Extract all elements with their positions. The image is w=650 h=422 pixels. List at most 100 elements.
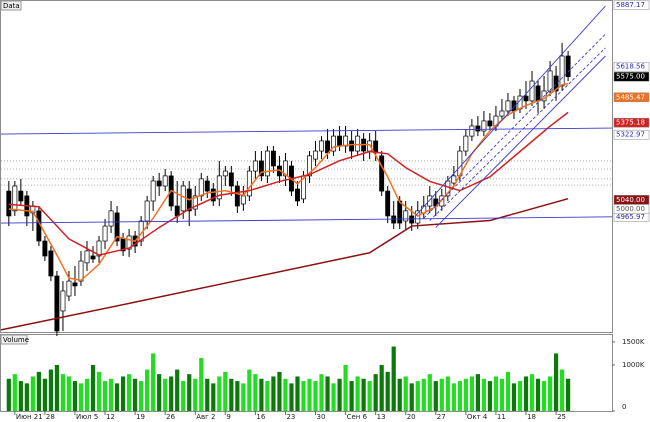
volume-bar <box>223 371 228 411</box>
candle-body <box>397 200 403 224</box>
candle-body <box>54 275 60 332</box>
volume-bar <box>169 376 174 411</box>
candle-body <box>102 225 108 242</box>
candle-body <box>114 212 120 242</box>
candle-body <box>319 140 324 152</box>
volume-bar <box>463 378 468 411</box>
candle-body <box>222 170 228 177</box>
volume-bar <box>259 378 264 411</box>
candle-body <box>385 190 391 217</box>
volume-tick-label: 1000K <box>622 361 645 369</box>
candle-body <box>355 135 361 152</box>
candle-body <box>553 75 559 92</box>
x-tick-label: 12 <box>106 413 115 421</box>
overlay-line <box>429 47 606 221</box>
volume-bar <box>90 364 96 411</box>
volume-bar <box>367 381 372 411</box>
volume-bar <box>42 378 48 411</box>
volume-bar <box>397 378 402 411</box>
volume-panel <box>0 334 613 412</box>
volume-bar <box>433 381 438 411</box>
volume-bar <box>133 378 138 411</box>
candle-body <box>349 140 355 152</box>
x-tick-label: 23 <box>286 413 295 421</box>
volume-tick-label: 1500K <box>622 338 645 346</box>
volume-bar <box>102 381 108 411</box>
candle-body <box>313 150 318 160</box>
candle-body <box>90 255 96 260</box>
volume-bar <box>487 381 493 411</box>
price-marker <box>613 129 650 140</box>
candle-body <box>535 85 541 102</box>
candle-body <box>565 55 571 78</box>
volume-bar <box>439 378 444 411</box>
volume-bar <box>565 378 571 411</box>
volume-bar <box>151 353 156 411</box>
x-tick-label: Июн 21 <box>16 413 43 421</box>
overlay-line <box>435 55 606 228</box>
volume-bar <box>72 381 78 411</box>
volume-bar <box>217 376 222 411</box>
volume-bar <box>559 369 565 411</box>
volume-bar <box>415 381 420 411</box>
candle-body <box>547 70 553 92</box>
volume-bar <box>553 353 559 411</box>
candle-body <box>162 175 168 187</box>
volume-bar <box>547 376 553 411</box>
price-marker-label: 5000.00 <box>616 205 645 213</box>
volume-bar <box>114 383 120 411</box>
volume-bar <box>391 346 396 411</box>
price-marker <box>613 0 650 10</box>
volume-bar <box>307 378 312 411</box>
volume-bar <box>84 378 90 411</box>
candle-body <box>523 95 529 102</box>
x-tick-label: 30 <box>317 413 326 421</box>
x-tick-label: 25 <box>557 413 566 421</box>
volume-bar <box>199 358 204 411</box>
volume-bar <box>36 371 41 411</box>
x-tick-label: 18 <box>527 413 536 421</box>
candle-body <box>409 215 415 224</box>
candle-body <box>156 180 162 187</box>
candle-body <box>258 160 264 177</box>
volume-label: Volume <box>3 336 29 344</box>
volume-bar <box>211 383 216 411</box>
volume-bar <box>30 376 35 411</box>
candle-body <box>198 178 204 197</box>
volume-bar <box>331 383 336 411</box>
volume-bar <box>469 376 474 411</box>
volume-bar <box>511 383 517 411</box>
candle-body <box>427 195 433 207</box>
overlay-line <box>0 216 613 224</box>
panel-label: Data <box>3 2 20 10</box>
candle-body <box>84 250 90 264</box>
candle-body <box>475 125 481 132</box>
x-tick-label: 20 <box>407 413 416 421</box>
x-tick-label: Окт 4 <box>467 413 488 421</box>
x-tick-label: Июл 5 <box>76 413 98 421</box>
price-marker <box>613 92 650 103</box>
candle-body <box>331 135 337 152</box>
candle-body <box>192 195 198 210</box>
volume-bar <box>409 383 414 411</box>
volume-bar <box>451 383 456 411</box>
candle-body <box>6 190 12 217</box>
volume-bar <box>319 374 324 411</box>
volume-bar <box>139 381 144 411</box>
price-marker-label: 5575.00 <box>616 73 645 81</box>
candle-body <box>559 55 565 87</box>
candle-body <box>96 240 102 257</box>
overlay-line <box>415 5 606 217</box>
volume-bar <box>523 376 529 411</box>
volume-bar <box>120 376 126 411</box>
volume-bar <box>283 378 288 411</box>
candle-body <box>48 250 54 277</box>
candle-body <box>204 180 210 192</box>
candle-body <box>307 155 312 177</box>
x-tick-label: 26 <box>166 413 175 421</box>
volume-bar <box>175 369 180 411</box>
price-marker <box>613 61 650 72</box>
volume-bar <box>361 378 366 411</box>
